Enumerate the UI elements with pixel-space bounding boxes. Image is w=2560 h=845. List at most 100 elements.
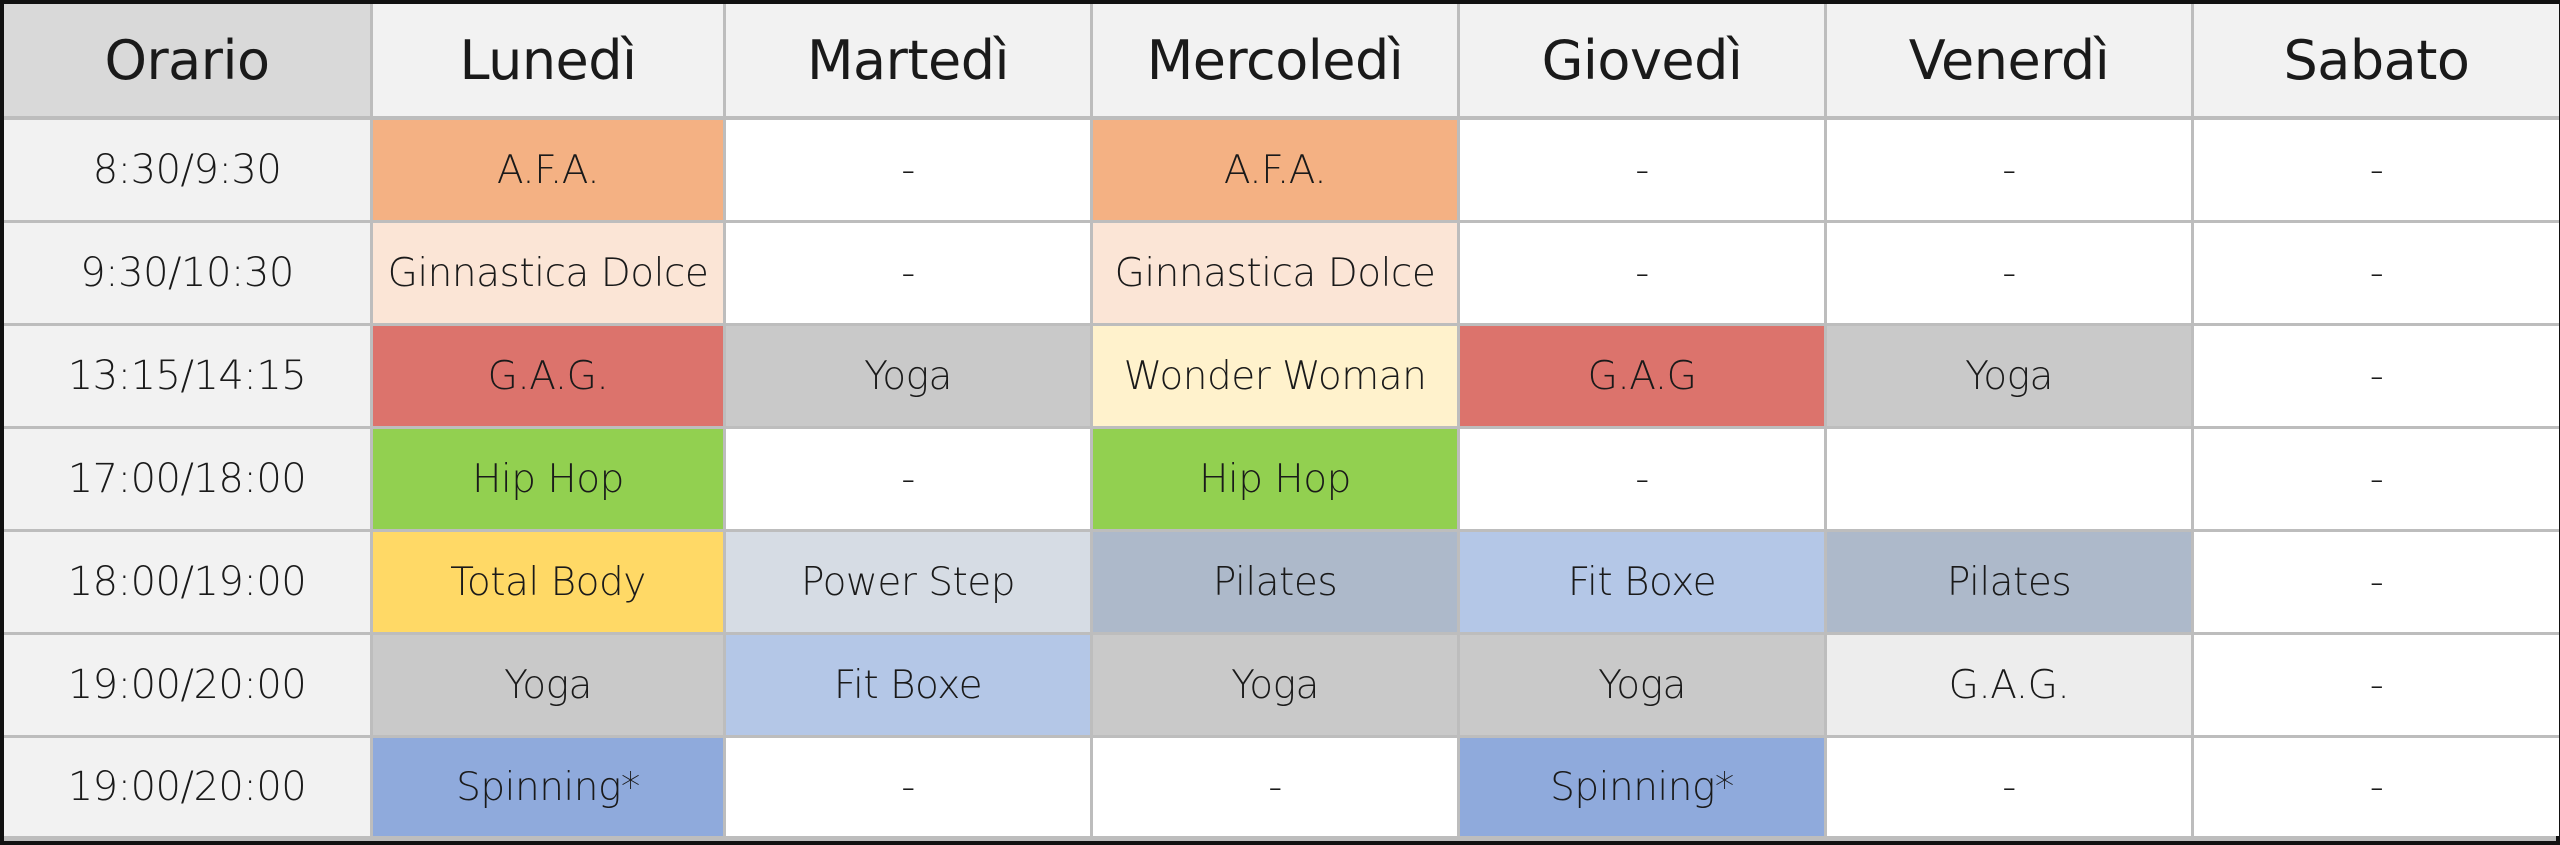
grid-line — [1457, 738, 1460, 836]
grid-line — [2191, 429, 2194, 529]
grid-line — [373, 529, 723, 532]
grid-line — [370, 429, 373, 529]
grid-line — [373, 323, 723, 326]
class-cell-martedi: - — [726, 429, 1090, 529]
grid-line — [723, 116, 726, 120]
class-cell-giovedi: - — [1460, 429, 1824, 529]
grid-line — [726, 426, 1090, 429]
header-day-giovedi: Giovedì — [1460, 4, 1824, 116]
grid-line — [2191, 632, 2194, 635]
grid-line — [2191, 223, 2194, 323]
header-time-column: Orario — [4, 4, 370, 116]
grid-line — [370, 632, 373, 635]
grid-line — [373, 116, 723, 120]
grid-line — [1824, 223, 1827, 323]
grid-line — [2191, 116, 2194, 120]
grid-line — [373, 632, 723, 635]
grid-line — [2191, 326, 2194, 426]
grid-line — [370, 116, 373, 120]
grid-line — [1090, 116, 1093, 120]
grid-line — [1460, 529, 1824, 532]
grid-line — [4, 426, 370, 429]
grid-line — [1457, 326, 1460, 426]
time-slot-label: 8:30/9:30 — [4, 120, 370, 220]
grid-line — [1824, 426, 1827, 429]
class-cell-sabato: - — [2194, 223, 2559, 323]
grid-line — [723, 429, 726, 529]
grid-line — [2191, 529, 2194, 532]
grid-line — [1457, 632, 1460, 635]
grid-line — [1460, 426, 1824, 429]
time-slot-label: 19:00/20:00 — [4, 635, 370, 735]
time-slot-label: 9:30/10:30 — [4, 223, 370, 323]
class-cell-martedi: Fit Boxe — [726, 635, 1090, 735]
class-cell-venerdi: - — [1827, 120, 2191, 220]
class-cell-sabato: - — [2194, 429, 2559, 529]
grid-line — [1090, 220, 1093, 223]
class-cell-venerdi: Pilates — [1827, 532, 2191, 632]
class-cell-sabato: - — [2194, 120, 2559, 220]
class-cell-martedi: Power Step — [726, 532, 1090, 632]
grid-line — [1093, 426, 1457, 429]
grid-line — [1824, 529, 1827, 532]
grid-line — [370, 323, 373, 326]
grid-line — [2194, 220, 2559, 223]
grid-line — [723, 323, 726, 326]
grid-line — [1457, 116, 1460, 120]
grid-line — [370, 532, 373, 632]
grid-line — [1457, 635, 1460, 735]
class-cell-mercoledi: Pilates — [1093, 532, 1457, 632]
grid-line — [370, 326, 373, 426]
grid-line — [1457, 429, 1460, 529]
class-cell-martedi: - — [726, 223, 1090, 323]
grid-line — [2194, 116, 2559, 120]
grid-line — [1827, 632, 2191, 635]
grid-line — [723, 532, 726, 632]
header-day-venerdi: Venerdì — [1827, 4, 2191, 116]
class-cell-mercoledi: Yoga — [1093, 635, 1457, 735]
grid-line — [370, 4, 373, 116]
class-cell-lunedi: Ginnastica Dolce — [373, 223, 723, 323]
time-slot-label: 18:00/19:00 — [4, 532, 370, 632]
grid-line — [2191, 426, 2194, 429]
header-day-lunedi: Lunedì — [373, 4, 723, 116]
grid-line — [1824, 532, 1827, 632]
class-cell-sabato: - — [2194, 532, 2559, 632]
grid-line — [373, 426, 723, 429]
grid-line — [1824, 220, 1827, 223]
grid-line — [1460, 116, 1824, 120]
grid-line — [1457, 532, 1460, 632]
time-slot-label: 13:15/14:15 — [4, 326, 370, 426]
class-cell-lunedi: Spinning* — [373, 738, 723, 836]
class-cell-sabato: - — [2194, 326, 2559, 426]
grid-line — [1093, 116, 1457, 120]
grid-line — [1824, 635, 1827, 735]
class-cell-venerdi: Yoga — [1827, 326, 2191, 426]
grid-line — [2191, 532, 2194, 632]
grid-line — [1824, 326, 1827, 426]
grid-line — [1457, 735, 1460, 738]
grid-line — [370, 635, 373, 735]
grid-line — [1827, 529, 2191, 532]
grid-line — [2191, 120, 2194, 220]
class-cell-martedi: - — [726, 738, 1090, 836]
class-cell-mercoledi: Ginnastica Dolce — [1093, 223, 1457, 323]
grid-line — [1457, 323, 1460, 326]
class-cell-lunedi: Yoga — [373, 635, 723, 735]
class-cell-giovedi: - — [1460, 223, 1824, 323]
grid-line — [1090, 323, 1093, 326]
class-cell-giovedi: Fit Boxe — [1460, 532, 1824, 632]
class-cell-mercoledi: Hip Hop — [1093, 429, 1457, 529]
grid-line — [370, 735, 373, 738]
class-cell-lunedi: Total Body — [373, 532, 723, 632]
grid-line — [1457, 120, 1460, 220]
class-cell-martedi: - — [726, 120, 1090, 220]
header-day-mercoledi: Mercoledì — [1093, 4, 1457, 116]
grid-line — [2191, 735, 2194, 738]
class-cell-venerdi: G.A.G. — [1827, 635, 2191, 735]
grid-line — [1093, 735, 1457, 738]
class-cell-martedi: Yoga — [726, 326, 1090, 426]
grid-line — [1090, 632, 1093, 635]
grid-line — [1827, 735, 2191, 738]
grid-line — [2191, 220, 2194, 223]
